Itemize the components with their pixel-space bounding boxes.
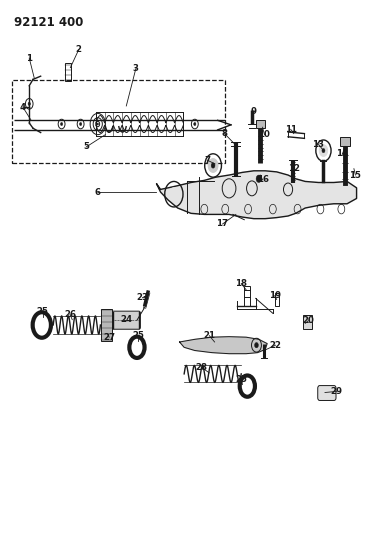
Circle shape [133,341,141,354]
Text: 24: 24 [120,315,132,324]
Text: 10: 10 [259,130,270,139]
Text: 6: 6 [95,188,101,197]
Text: 20: 20 [302,316,314,325]
Text: 25: 25 [37,307,49,316]
Text: 3: 3 [133,64,139,73]
Bar [340,137,350,147]
Circle shape [286,186,290,192]
Circle shape [249,184,254,192]
Circle shape [319,145,328,157]
Polygon shape [157,171,356,219]
Text: 22: 22 [269,341,282,350]
Text: 8: 8 [222,129,228,138]
Circle shape [60,123,63,126]
FancyBboxPatch shape [112,311,140,329]
Bar [303,316,312,329]
Text: 13: 13 [312,140,324,149]
Text: 12: 12 [288,164,300,173]
Circle shape [36,317,47,333]
Text: 23: 23 [136,293,148,302]
Text: 26: 26 [64,310,76,319]
Text: 19: 19 [269,291,281,300]
Text: 29: 29 [330,387,342,396]
Text: 16: 16 [257,175,269,184]
Text: 92121 400: 92121 400 [14,15,83,29]
Text: 25: 25 [133,331,144,340]
Bar [256,120,265,128]
Bar [243,286,249,306]
Text: 1: 1 [26,54,32,62]
Text: 14: 14 [337,149,348,158]
Text: 17: 17 [217,220,229,229]
Circle shape [194,123,196,126]
Text: 25: 25 [235,375,247,384]
Circle shape [256,175,261,182]
Text: 9: 9 [251,107,257,116]
Circle shape [169,188,178,200]
Bar [101,309,112,341]
Bar [275,293,278,306]
FancyBboxPatch shape [318,385,336,400]
Circle shape [226,183,233,193]
Text: 5: 5 [83,142,89,151]
Text: 11: 11 [285,125,297,134]
Text: 15: 15 [350,171,361,180]
Polygon shape [180,337,267,354]
Text: 18: 18 [235,279,247,288]
Circle shape [243,379,252,392]
Circle shape [97,123,99,125]
Bar [65,63,71,82]
Circle shape [322,149,325,153]
Circle shape [211,163,215,168]
Bar [12,80,225,163]
Text: 2: 2 [76,45,82,54]
Circle shape [208,159,218,172]
Text: 7: 7 [204,156,210,165]
Text: 28: 28 [196,363,208,372]
Text: 4: 4 [20,102,26,111]
Circle shape [79,123,82,126]
Circle shape [28,102,31,106]
Text: 27: 27 [103,333,115,342]
Text: 21: 21 [203,331,215,340]
Circle shape [254,343,258,348]
